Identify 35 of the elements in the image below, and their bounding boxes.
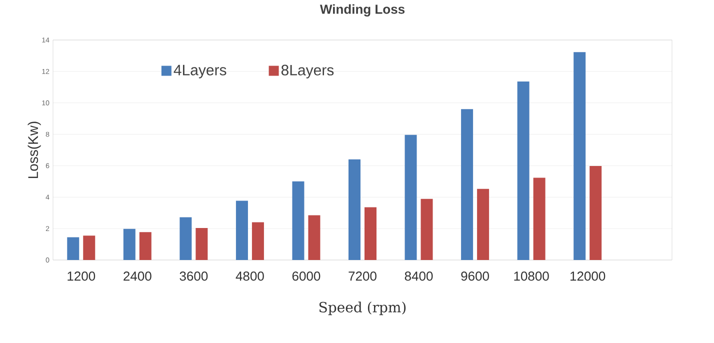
x-tick-label: 7200 [348, 272, 376, 281]
bar [461, 109, 474, 260]
bar [180, 217, 192, 260]
bar [308, 215, 320, 260]
x-tick-label: 6000 [292, 272, 320, 281]
bar [420, 198, 433, 260]
bar [517, 81, 530, 260]
x-tick-label: 4800 [236, 272, 264, 281]
x-tick-label: 2400 [124, 272, 152, 281]
bar [590, 166, 602, 260]
x-tick-label: 9600 [461, 272, 490, 281]
bar [252, 222, 264, 260]
bar [533, 178, 546, 260]
bar [292, 181, 304, 260]
bar [236, 200, 248, 260]
x-axis-title: Speed (rpm) [319, 302, 406, 316]
bar [196, 228, 208, 260]
bar [364, 207, 377, 260]
bar [404, 134, 417, 260]
bar [67, 237, 80, 260]
bar [83, 236, 96, 260]
bar [574, 52, 586, 260]
x-tick-label: 1200 [68, 272, 96, 281]
x-tick-label: 12000 [570, 272, 606, 281]
bar [477, 188, 490, 260]
chart-title: Winding Loss [320, 4, 405, 16]
bar [348, 159, 361, 260]
bar [139, 232, 152, 260]
bar [123, 228, 136, 260]
legend-label: 4Layers [174, 64, 226, 78]
x-tick-label: 3600 [180, 272, 208, 281]
y-axis-title: Loss(Kw) [28, 122, 41, 178]
x-tick-label: 8400 [404, 272, 433, 281]
x-tick-label: 10800 [514, 272, 549, 281]
legend-label: 8Layers [281, 64, 334, 78]
